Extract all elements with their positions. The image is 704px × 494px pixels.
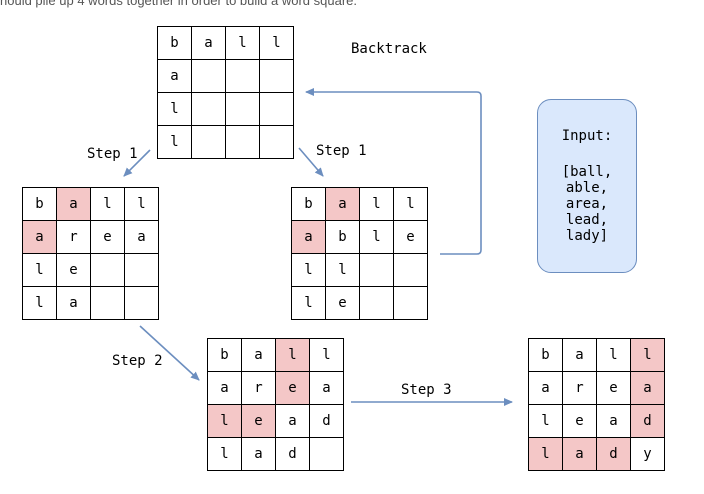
grid-cell: a xyxy=(124,220,159,254)
grid-cell-highlighted: e xyxy=(241,404,276,438)
grid-cell-highlighted: d xyxy=(630,404,665,438)
grid-cell: l xyxy=(157,92,192,126)
grid-cell xyxy=(393,286,428,320)
grid-cell: l xyxy=(325,253,360,287)
grid-cell-highlighted: l xyxy=(630,338,665,372)
grid-cell-highlighted: e xyxy=(275,371,310,405)
grid-cell xyxy=(124,253,159,287)
step2-label: Step 2 xyxy=(112,353,163,369)
grid-cell-highlighted: l xyxy=(275,338,310,372)
grid-cell: r xyxy=(241,371,276,405)
grid-cell xyxy=(259,92,294,126)
arrow-step2 xyxy=(139,325,200,381)
input-word: lead, xyxy=(565,212,609,228)
grid-cell-highlighted: l xyxy=(528,437,563,471)
grid-cell: l xyxy=(157,125,192,159)
input-word: lady] xyxy=(565,228,609,244)
grid-cell-highlighted: a xyxy=(291,220,326,254)
grid-cell xyxy=(259,59,294,93)
step3-label: Step 3 xyxy=(401,382,452,398)
grid-cell-highlighted: a xyxy=(562,437,597,471)
arrow-step1-right xyxy=(298,147,324,177)
grid-cell-highlighted: a xyxy=(325,187,360,221)
caption-text: hould pile up 4 words together in order … xyxy=(0,0,357,8)
grid-cell: l xyxy=(207,437,242,471)
grid-cell: l xyxy=(90,187,125,221)
grid-cell-highlighted: d xyxy=(596,437,631,471)
grid-cell-highlighted: a xyxy=(22,220,57,254)
grid-cell: l xyxy=(259,26,294,60)
grid-cell: e xyxy=(56,253,91,287)
grid-cell: a xyxy=(528,371,563,405)
grid-cell xyxy=(259,125,294,159)
grid-cell: d xyxy=(309,404,344,438)
step1-right-label: Step 1 xyxy=(316,143,367,159)
input-title: Input: xyxy=(561,128,613,144)
input-word-list: [ball, able, area, lead, lady] xyxy=(538,164,636,244)
arrow-step1-left xyxy=(123,149,151,177)
grid-cell: y xyxy=(630,437,665,471)
input-word: area, xyxy=(565,196,609,212)
grid-cell: r xyxy=(562,371,597,405)
step1-left-label: Step 1 xyxy=(87,146,138,162)
grid-row: l xyxy=(157,125,294,159)
arrow-backtrack xyxy=(305,88,482,255)
grid-cell: a xyxy=(241,338,276,372)
grid-cell: e xyxy=(596,371,631,405)
input-word: [ball, xyxy=(561,164,613,180)
backtrack-label: Backtrack xyxy=(351,41,427,57)
grid-row: l xyxy=(157,92,294,126)
grid-cell xyxy=(359,286,394,320)
grid-cell: b xyxy=(291,187,326,221)
grid-cell-highlighted: a xyxy=(630,371,665,405)
grid-cell-highlighted: a xyxy=(56,187,91,221)
grid-cell xyxy=(309,437,344,471)
grid-cell: b xyxy=(207,338,242,372)
grid-cell xyxy=(124,286,159,320)
grid-cell: d xyxy=(275,437,310,471)
grid-cell: l xyxy=(124,187,159,221)
input-word: able, xyxy=(565,180,609,196)
grid-cell: l xyxy=(309,338,344,372)
grid-cell: a xyxy=(596,404,631,438)
input-box: Input: [ball, able, area, lead, lady] xyxy=(537,99,637,273)
grid-cell: a xyxy=(157,59,192,93)
grid-cell: b xyxy=(325,220,360,254)
grid-cell: a xyxy=(241,437,276,471)
grid-cell xyxy=(90,253,125,287)
